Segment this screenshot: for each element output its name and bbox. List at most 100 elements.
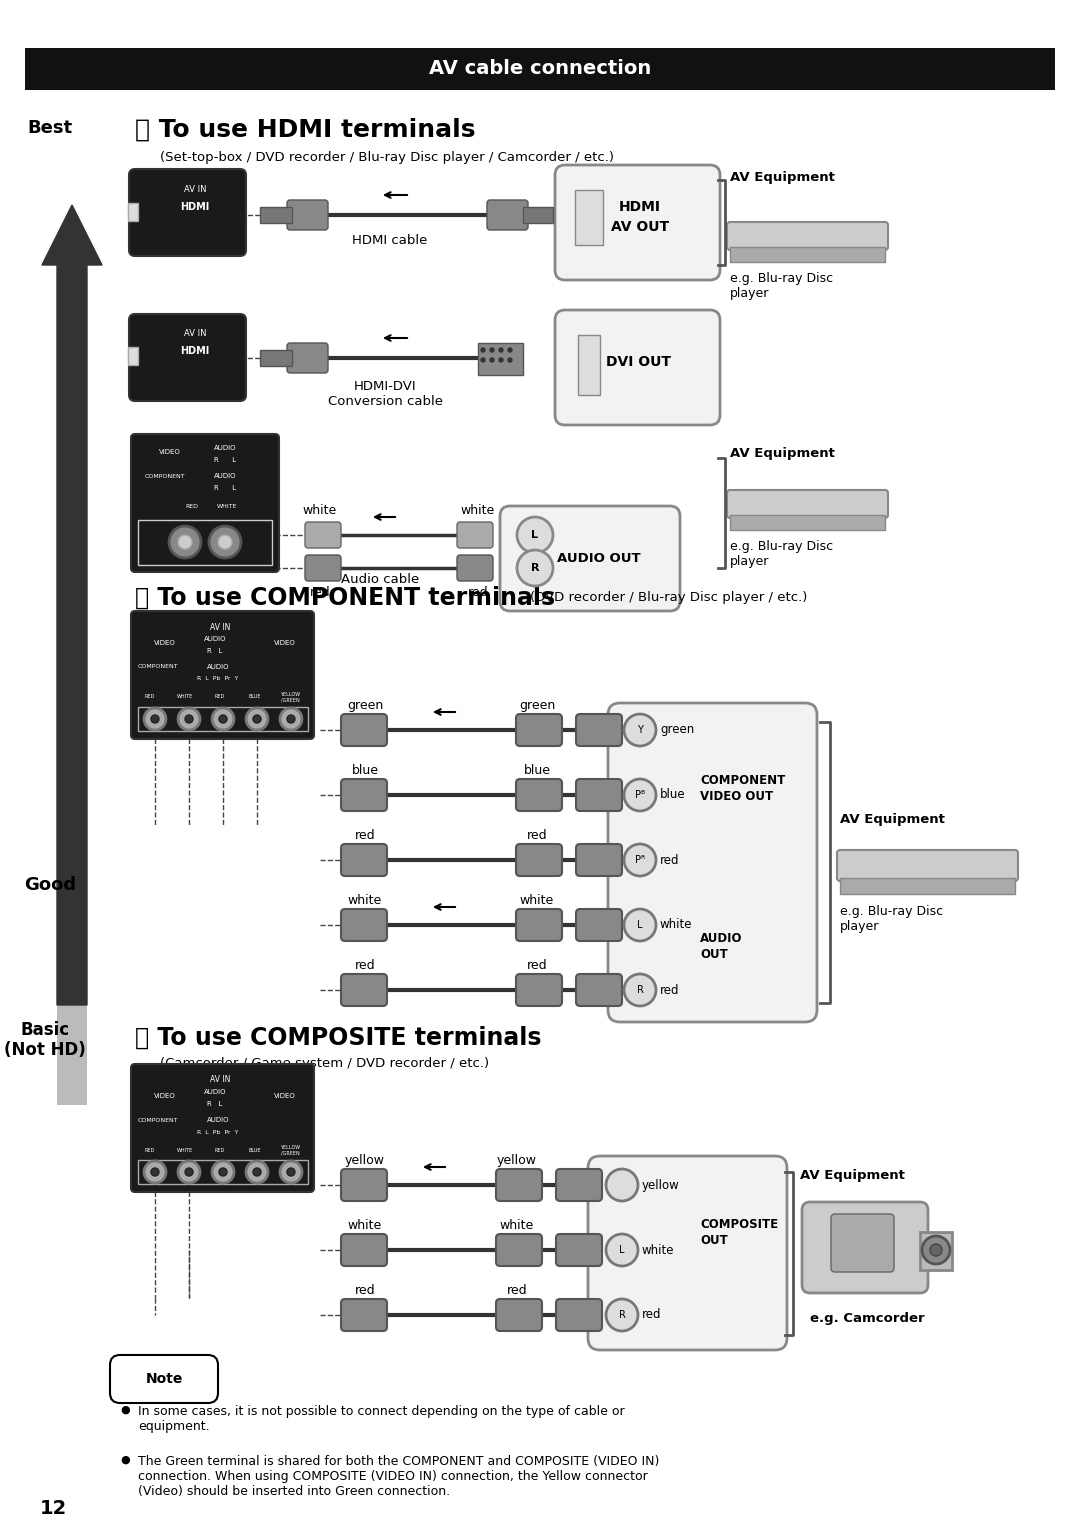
FancyBboxPatch shape [496, 1233, 542, 1265]
Text: yellow: yellow [642, 1178, 679, 1192]
Circle shape [178, 1161, 200, 1183]
Circle shape [624, 714, 656, 746]
FancyBboxPatch shape [110, 1354, 218, 1403]
Text: AUDIO: AUDIO [204, 1089, 226, 1095]
Text: AUDIO: AUDIO [214, 473, 237, 480]
Text: white: white [302, 504, 337, 516]
Text: R      L: R L [214, 457, 237, 463]
FancyBboxPatch shape [555, 309, 720, 424]
FancyBboxPatch shape [496, 1169, 542, 1201]
Text: Ⓑ To use COMPONENT terminals: Ⓑ To use COMPONENT terminals [135, 587, 555, 610]
Circle shape [280, 708, 302, 731]
FancyBboxPatch shape [516, 844, 562, 876]
Circle shape [168, 525, 201, 558]
Text: WHITE: WHITE [217, 504, 238, 509]
Text: COMPONENT: COMPONENT [700, 774, 785, 786]
Bar [129, 204, 138, 221]
Bar [920, 1232, 951, 1270]
Text: HDMI-DVI
Conversion cable: HDMI-DVI Conversion cable [327, 380, 443, 408]
Text: COMPOSITE: COMPOSITE [700, 1218, 778, 1232]
Circle shape [246, 708, 268, 731]
Circle shape [624, 778, 656, 810]
FancyBboxPatch shape [341, 714, 387, 746]
Text: blue: blue [660, 789, 686, 801]
FancyBboxPatch shape [802, 1203, 928, 1293]
FancyBboxPatch shape [457, 522, 492, 548]
FancyBboxPatch shape [129, 169, 246, 256]
FancyBboxPatch shape [341, 1169, 387, 1201]
Text: Pᴿ: Pᴿ [635, 855, 645, 866]
Text: COMPONENT: COMPONENT [137, 665, 178, 669]
Text: red: red [354, 959, 376, 971]
Text: yellow: yellow [497, 1154, 537, 1167]
Bar [138, 1160, 308, 1184]
Circle shape [178, 535, 192, 548]
Text: white: white [461, 504, 495, 516]
FancyBboxPatch shape [131, 611, 314, 738]
Bar [138, 706, 308, 731]
Text: R  L  Pb  Pr  Y: R L Pb Pr Y [198, 1129, 239, 1135]
Text: Ⓐ To use HDMI terminals: Ⓐ To use HDMI terminals [135, 118, 475, 142]
Text: e.g. Blu-ray Disc
player: e.g. Blu-ray Disc player [730, 273, 833, 300]
Text: OUT: OUT [700, 947, 728, 961]
Text: RED: RED [215, 1147, 225, 1152]
FancyBboxPatch shape [341, 778, 387, 810]
Text: AV IN: AV IN [184, 329, 206, 339]
FancyBboxPatch shape [576, 908, 622, 941]
Text: white: white [660, 919, 692, 931]
Text: white: white [642, 1244, 675, 1256]
Text: HDMI cable: HDMI cable [352, 233, 428, 247]
Text: e.g. Blu-ray Disc
player: e.g. Blu-ray Disc player [840, 905, 943, 933]
FancyBboxPatch shape [487, 201, 528, 230]
Circle shape [144, 1161, 166, 1183]
Text: red: red [468, 587, 488, 599]
Circle shape [253, 1167, 261, 1177]
Text: AV OUT: AV OUT [611, 221, 670, 234]
Text: ●: ● [120, 1455, 130, 1465]
FancyBboxPatch shape [556, 1233, 602, 1265]
Circle shape [218, 535, 232, 548]
Text: HDMI: HDMI [619, 201, 661, 214]
FancyBboxPatch shape [576, 714, 622, 746]
FancyBboxPatch shape [305, 522, 341, 548]
FancyBboxPatch shape [556, 1299, 602, 1331]
Bar [578, 336, 600, 395]
Circle shape [606, 1233, 638, 1265]
Circle shape [185, 715, 193, 723]
Text: AUDIO: AUDIO [204, 636, 226, 642]
Circle shape [499, 348, 503, 352]
Circle shape [481, 358, 485, 362]
Text: VIDEO: VIDEO [274, 1092, 296, 1098]
Text: RED: RED [215, 694, 225, 700]
FancyBboxPatch shape [516, 974, 562, 1007]
FancyBboxPatch shape [341, 844, 387, 876]
Text: red: red [642, 1308, 661, 1322]
Circle shape [212, 708, 234, 731]
Text: 12: 12 [40, 1498, 67, 1518]
Text: R      L: R L [214, 486, 237, 490]
Text: red: red [507, 1284, 527, 1298]
Text: BLUE: BLUE [248, 694, 261, 700]
Bar [730, 515, 885, 530]
Circle shape [280, 1161, 302, 1183]
Text: e.g. Camcorder: e.g. Camcorder [810, 1311, 924, 1325]
Text: AUDIO: AUDIO [700, 931, 743, 945]
Text: Audio cable: Audio cable [341, 573, 419, 587]
Text: RED: RED [186, 504, 199, 509]
Text: white: white [519, 895, 554, 907]
FancyBboxPatch shape [555, 165, 720, 280]
Text: (DVD recorder / Blu-ray Disc player / etc.): (DVD recorder / Blu-ray Disc player / et… [530, 591, 808, 605]
FancyBboxPatch shape [341, 1299, 387, 1331]
Text: AV Equipment: AV Equipment [800, 1169, 905, 1181]
FancyBboxPatch shape [287, 201, 328, 230]
FancyBboxPatch shape [131, 1065, 314, 1192]
Circle shape [930, 1244, 942, 1256]
Circle shape [606, 1169, 638, 1201]
Text: green: green [660, 723, 694, 737]
Circle shape [185, 1167, 193, 1177]
Text: Ⓒ To use COMPOSITE terminals: Ⓒ To use COMPOSITE terminals [135, 1026, 541, 1049]
FancyBboxPatch shape [837, 850, 1018, 881]
Text: R   L: R L [207, 1102, 222, 1108]
Bar [523, 207, 553, 224]
Text: VIDEO: VIDEO [274, 640, 296, 647]
